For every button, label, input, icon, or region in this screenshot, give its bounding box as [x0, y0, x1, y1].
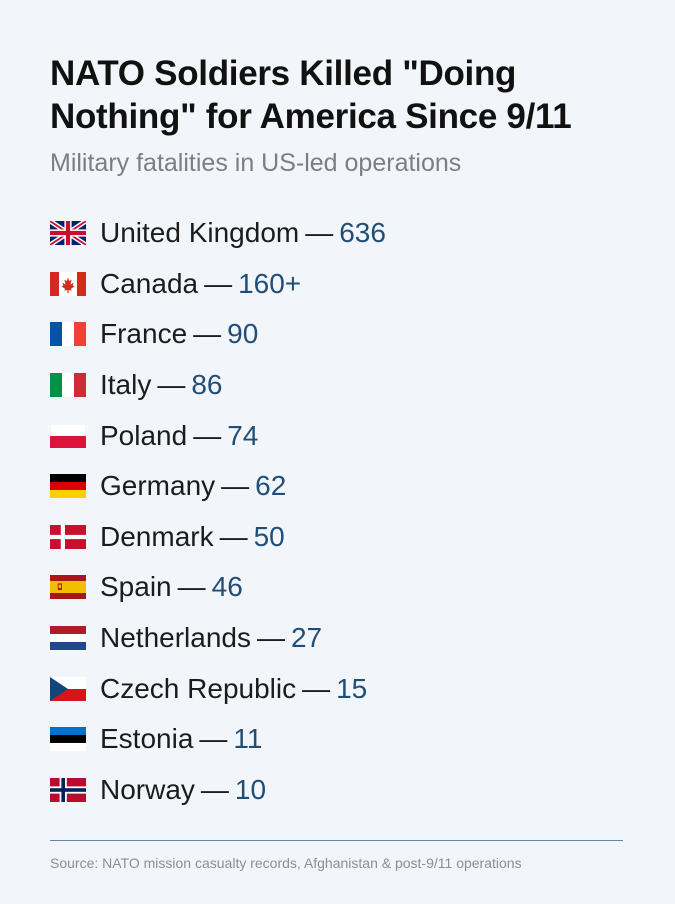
- country-name: Italy: [100, 369, 152, 401]
- netherlands-flag-icon: [50, 626, 86, 651]
- list-item: Estonia — 11: [50, 714, 625, 765]
- separator: —: [200, 773, 229, 805]
- list-item: United Kingdom — 636: [50, 208, 625, 259]
- separator: —: [219, 520, 248, 552]
- fatality-count: 27: [290, 622, 323, 654]
- divider: [50, 840, 623, 841]
- list-item: Netherlands — 27: [50, 613, 625, 664]
- country-name: United Kingdom: [100, 217, 300, 249]
- denmark-flag-icon: [50, 524, 86, 549]
- list-item: Italy — 86: [50, 360, 625, 411]
- country-name: France: [100, 318, 188, 350]
- poland-flag-icon: [50, 423, 86, 448]
- fatality-count: 636: [339, 217, 386, 249]
- separator: —: [221, 470, 250, 502]
- country-name: Spain: [100, 571, 172, 603]
- fatality-count: 10: [234, 773, 267, 805]
- source-note: Source: NATO mission casualty records, A…: [50, 855, 522, 871]
- country-name: Poland: [100, 419, 188, 451]
- list-item: Germany — 62: [50, 461, 625, 512]
- separator: —: [193, 318, 222, 350]
- country-name: Netherlands: [100, 622, 251, 654]
- separator: —: [157, 369, 186, 401]
- estonia-flag-icon: [50, 727, 86, 752]
- list-item: Poland — 74: [50, 410, 625, 461]
- separator: —: [204, 267, 233, 299]
- fatality-count: 11: [233, 723, 263, 755]
- list-item: Canada — 160+: [50, 259, 625, 310]
- norway-flag-icon: [50, 777, 86, 802]
- country-name: Estonia: [100, 723, 194, 755]
- fatality-count: 46: [211, 571, 243, 603]
- list-item: Norway — 10: [50, 765, 625, 816]
- country-list: United Kingdom — 636 Canada — 160+ Franc…: [50, 208, 625, 815]
- fatality-count: 62: [255, 470, 287, 502]
- page-subtitle: Military fatalities in US-led operations: [50, 149, 462, 177]
- fatality-count: 74: [227, 419, 259, 451]
- separator: —: [256, 622, 285, 654]
- country-name: Denmark: [100, 520, 214, 552]
- fatality-count: 86: [191, 369, 223, 401]
- germany-flag-icon: [50, 474, 86, 499]
- fatality-count: 50: [253, 520, 285, 552]
- italy-flag-icon: [50, 373, 86, 398]
- separator: —: [305, 217, 334, 249]
- country-name: Czech Republic: [100, 672, 297, 704]
- list-item: Denmark — 50: [50, 512, 625, 563]
- uk-flag-icon: [50, 221, 86, 246]
- list-item: France — 90: [50, 309, 625, 360]
- country-name: Norway: [100, 773, 195, 805]
- fatality-count: 160+: [238, 267, 302, 299]
- france-flag-icon: [50, 322, 86, 347]
- country-name: Canada: [100, 267, 199, 299]
- fatality-count: 90: [227, 318, 259, 350]
- country-name: Germany: [100, 470, 216, 502]
- separator: —: [302, 672, 331, 704]
- separator: —: [199, 723, 228, 755]
- spain-flag-icon: [50, 575, 86, 600]
- list-item: Czech Republic — 15: [50, 663, 625, 714]
- separator: —: [177, 571, 206, 603]
- page-title: NATO Soldiers Killed "Doing Nothing" for…: [50, 54, 572, 136]
- list-item: Spain — 46: [50, 562, 625, 613]
- canada-flag-icon: [50, 271, 86, 296]
- czech-flag-icon: [50, 676, 86, 701]
- separator: —: [193, 419, 222, 451]
- fatality-count: 15: [336, 672, 368, 704]
